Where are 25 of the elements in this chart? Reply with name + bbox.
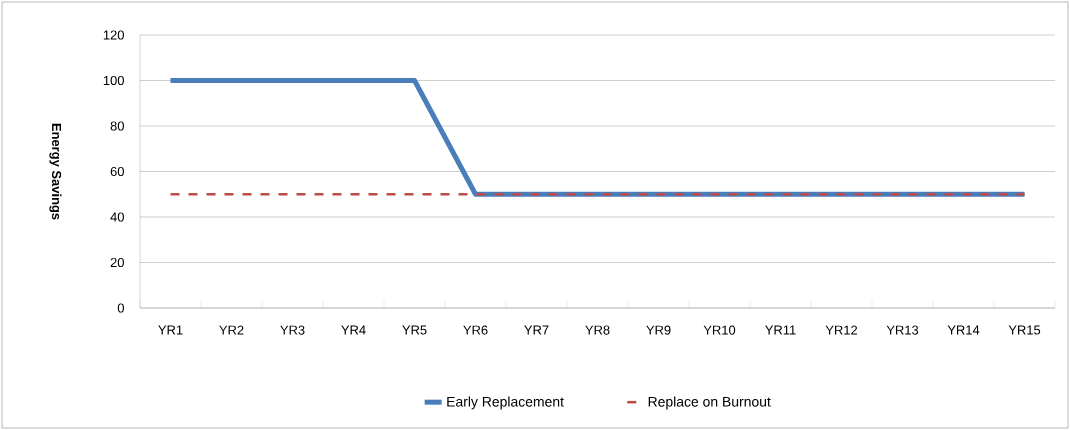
x-tick-label: YR2 xyxy=(219,325,244,335)
x-tick-label: YR3 xyxy=(280,325,305,335)
x-tick-label: YR1 xyxy=(158,325,183,335)
x-tick-label: YR13 xyxy=(886,325,919,335)
x-tick-label: YR14 xyxy=(947,325,980,335)
y-tick-label: 100 xyxy=(103,75,124,86)
x-tick-label: YR6 xyxy=(463,325,488,335)
x-tick-label: YR8 xyxy=(585,325,610,335)
x-tick-label: YR10 xyxy=(703,325,736,335)
x-tick-label: YR5 xyxy=(402,325,427,335)
x-tick-label: YR4 xyxy=(341,325,366,335)
y-axis-title: Energy Savings xyxy=(49,123,62,220)
y-tick-label: 0 xyxy=(117,303,124,313)
y-tick-label: 40 xyxy=(110,212,124,222)
y-tick-label: 120 xyxy=(103,30,124,40)
y-tick-label: 80 xyxy=(110,121,124,131)
x-tick-label: YR12 xyxy=(825,325,858,335)
x-tick-label: YR11 xyxy=(765,325,796,335)
y-tick-label: 60 xyxy=(110,166,124,177)
x-tick-label: YR7 xyxy=(524,325,549,335)
x-tick-label: YR15 xyxy=(1008,325,1041,335)
y-tick-label: 20 xyxy=(110,257,124,268)
legend-label: Replace on Burnout xyxy=(648,396,771,410)
x-tick-label: YR9 xyxy=(646,325,671,335)
legend-label: Early Replacement xyxy=(447,396,564,410)
